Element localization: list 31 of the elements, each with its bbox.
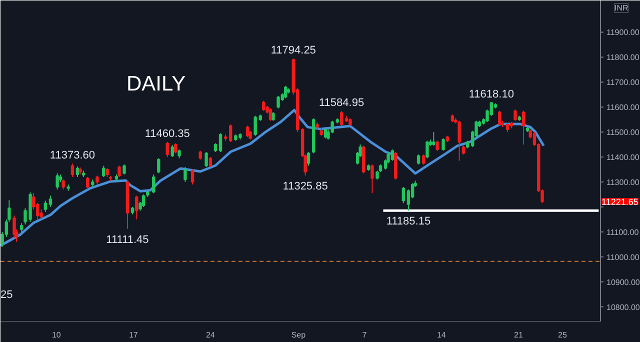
- x-tick-label: 7: [362, 330, 368, 340]
- y-tick-label: 11900.00: [606, 28, 640, 38]
- y-tick-label: 11300.00: [606, 178, 640, 187]
- annotation: 11460.35: [144, 128, 190, 140]
- annotation: 11185.15: [386, 216, 431, 228]
- text: 11221.65: [602, 197, 638, 208]
- annotation: 25: [0, 288, 13, 301]
- annotation: 11794.25: [270, 44, 316, 57]
- y-tick-label: 11000.00: [606, 252, 640, 262]
- y-tick-label: 11500.00: [606, 128, 640, 138]
- y-tick-label: 11800.00: [606, 53, 640, 62]
- annotation: 11325.85: [282, 180, 328, 193]
- annotation: 11111.45: [106, 234, 149, 246]
- x-tick-label: 14: [437, 330, 446, 340]
- text: DAILY: [126, 72, 186, 96]
- y-axis-title: INR: [614, 4, 628, 12]
- y-tick-label: 11100.00: [606, 228, 640, 237]
- x-tick-label: 25: [558, 330, 568, 340]
- annotation: 11373.60: [50, 150, 96, 162]
- x-tick-label: 24: [206, 330, 216, 340]
- y-tick-label: 10900.00: [606, 278, 640, 287]
- x-tick-label: Sep: [291, 330, 306, 340]
- x-tick-label: 10: [52, 330, 62, 340]
- y-tick-label: 11400.00: [606, 153, 640, 162]
- annotation: 11618.10: [468, 88, 514, 101]
- x-tick-label: 17: [128, 330, 138, 340]
- y-tick-label: 11600.00: [606, 103, 640, 112]
- x-tick-label: 21: [514, 330, 524, 340]
- y-tick-label: 10800.00: [606, 302, 640, 312]
- y-tick-label: 11700.00: [606, 78, 640, 88]
- annotation: 11584.95: [318, 96, 364, 109]
